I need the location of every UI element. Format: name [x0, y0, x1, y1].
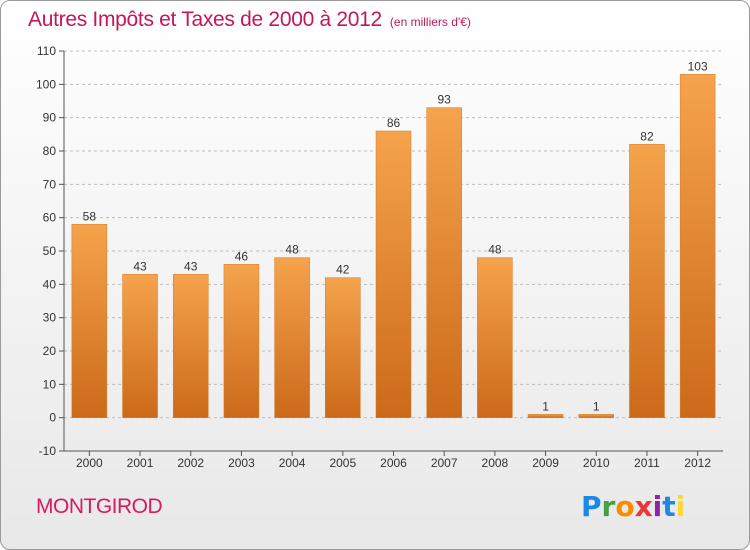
x-tick-label-2005: 2005 — [329, 456, 356, 470]
chart-title: Autres Impôts et Taxes de 2000 à 2012 (en… — [28, 8, 471, 32]
bar-2006 — [375, 130, 412, 418]
x-tick-label-2011: 2011 — [634, 456, 660, 470]
y-tick-label: 50 — [43, 244, 57, 258]
y-tick-label: 90 — [43, 111, 57, 125]
bar-2009 — [527, 414, 564, 418]
data-label-2008: 48 — [488, 243, 502, 257]
data-label-2006: 86 — [387, 116, 401, 130]
bar-2002 — [172, 274, 209, 418]
x-tick-label-2008: 2008 — [482, 456, 509, 470]
bar-2004 — [274, 257, 310, 418]
y-tick-label: 20 — [43, 344, 57, 358]
logo-letter: i — [675, 490, 686, 523]
logo-letter: r — [601, 490, 616, 523]
title-text: Autres Impôts et Taxes de 2000 à 2012 — [28, 8, 382, 31]
y-tick-label: 60 — [43, 211, 57, 225]
data-label-2007: 93 — [438, 93, 452, 107]
bar-2010 — [578, 414, 615, 418]
x-tick-label-2002: 2002 — [177, 456, 204, 470]
data-label-2009: 1 — [542, 399, 549, 413]
data-label-2010: 1 — [593, 399, 600, 413]
bar-2003 — [223, 264, 260, 418]
data-label-2000: 58 — [83, 209, 97, 223]
x-tick-label-2006: 2006 — [380, 456, 407, 470]
y-tick-labels: -10 0 10 20 30 40 50 60 70 80 90 100 110 — [36, 44, 56, 458]
y-tick-label: 40 — [43, 277, 57, 291]
y-tick-label: 0 — [49, 411, 56, 425]
x-tick-label-2010: 2010 — [583, 456, 610, 470]
bar-2001 — [122, 274, 158, 418]
x-tick-label-2001: 2001 — [127, 456, 154, 470]
data-label-2005: 42 — [336, 263, 350, 277]
y-tick-label: 80 — [43, 144, 57, 158]
x-tick-labels: 2000 2001 2002 2003 2004 2005 2006 2007 2008 2009… — [76, 456, 711, 470]
data-label-2012: 103 — [688, 59, 708, 73]
x-tick-label-2000: 2000 — [76, 456, 103, 470]
bar-2007 — [426, 107, 462, 418]
y-tick-label: -10 — [39, 444, 57, 458]
y-tick-label: 100 — [36, 77, 56, 91]
x-tick-label-2009: 2009 — [532, 456, 559, 470]
y-tick-label: 10 — [43, 377, 57, 391]
logo-letter: i — [652, 490, 663, 523]
bar-2012 — [679, 74, 716, 418]
unit-note: (en milliers d'€) — [389, 15, 471, 29]
logo-letter: t — [662, 490, 676, 523]
logo-letter: o — [615, 490, 635, 523]
axes — [59, 50, 723, 456]
proxiti-logo: Proxiti — [581, 490, 685, 523]
y-tick-label: 70 — [43, 177, 57, 191]
data-label-2003: 46 — [235, 249, 249, 263]
data-label-2004: 48 — [285, 243, 299, 257]
data-label-2011: 82 — [640, 129, 654, 143]
bars — [71, 74, 716, 418]
x-tick-label-2012: 2012 — [684, 456, 711, 470]
commune-name: MONTGIROD — [36, 495, 163, 518]
data-labels: 58 43 43 46 48 42 86 93 48 1 1 82 103 — [83, 59, 708, 413]
bar-2011 — [629, 144, 665, 418]
bar-2000 — [71, 224, 108, 418]
bar-2008 — [477, 257, 513, 418]
y-tick-label: 110 — [37, 44, 56, 58]
logo-letter: x — [634, 490, 653, 523]
data-label-2001: 43 — [133, 259, 147, 273]
logo-letter: P — [581, 490, 602, 523]
x-tick-label-2003: 2003 — [228, 456, 255, 470]
bar-2005 — [325, 277, 361, 418]
y-tick-label: 30 — [43, 311, 57, 325]
x-tick-label-2004: 2004 — [279, 456, 306, 470]
x-tick-label-2007: 2007 — [431, 456, 458, 470]
data-label-2002: 43 — [184, 259, 198, 273]
